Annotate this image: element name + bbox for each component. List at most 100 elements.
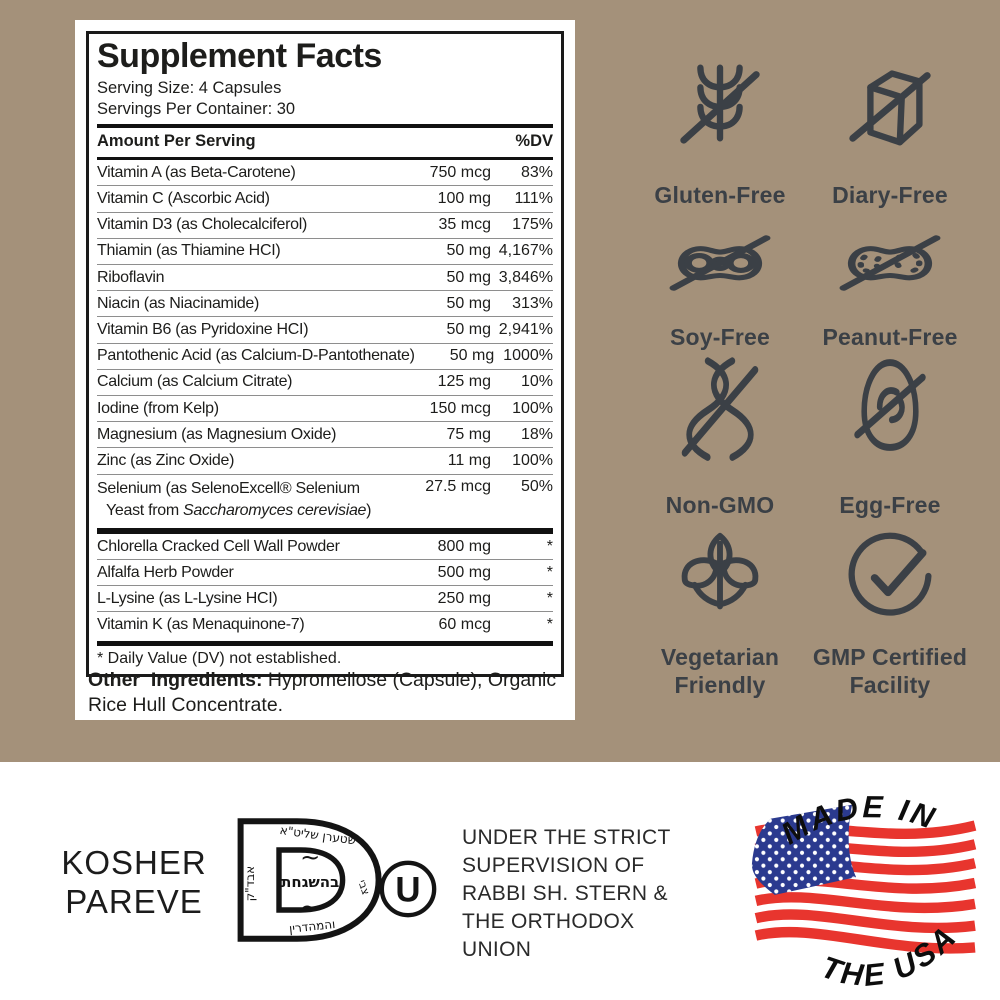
nutrients-rows: Vitamin A (as Beta-Carotene) 750 mcg 83% Vi…: [97, 160, 553, 473]
cell-amount: 150 mcg: [429, 399, 491, 417]
cell-dv: 2,941%: [498, 321, 553, 338]
milk-carton-slash-icon: [849, 70, 931, 146]
badge-label: Non-GMO: [665, 492, 775, 519]
table-row: Zinc (as Zinc Oxide) 11 mg 100%: [97, 447, 553, 473]
table-row: Vitamin D3 (as Cholecalciferol) 35 mcg 175…: [97, 211, 553, 238]
cell-dv: *: [546, 616, 553, 634]
table-row: Pantothenic Acid (as Calcium-D-Pantothen…: [97, 342, 553, 369]
label-tan-background: Supplement Facts Serving Size: 4 Capsule…: [0, 0, 1000, 762]
divider-thick: [97, 640, 553, 646]
dv-footnote: * Daily Value (DV) not established.: [97, 649, 342, 667]
divider-thick: [97, 157, 553, 161]
table-header: Amount Per Serving %DV: [97, 128, 553, 154]
cell-name: L-Lysine (as L-Lysine HCI): [97, 589, 278, 607]
cell-name: Selenium (as SelenoExcell® Selenium Yeas…: [97, 478, 407, 521]
table-row: Vitamin C (Ascorbic Acid) 100 mg 111%: [97, 185, 553, 211]
cell-name: Alfalfa Herb Powder: [97, 563, 234, 581]
botanicals-rows: Chlorella Cracked Cell Wall Powder 800 mg…: [97, 534, 553, 638]
table-row: Vitamin K (as Menaquinone-7) 60 mcg *: [97, 611, 553, 637]
table-row: L-Lysine (as L-Lysine HCI) 250 mg *: [97, 585, 553, 611]
cell-amount: 60 mcg: [438, 616, 491, 634]
cell-name: Vitamin A (as Beta-Carotene): [97, 163, 296, 181]
servings-per-container: Servings Per Container: 30: [97, 99, 296, 118]
supplement-facts-table: Supplement Facts Serving Size: 4 Capsule…: [86, 31, 564, 677]
badge-label: Vegetarian Friendly: [660, 643, 780, 699]
selenium-line2-prefix: Yeast from: [106, 501, 184, 519]
supervision-line: SUPERVISION OF: [462, 853, 645, 877]
table-row: Chlorella Cracked Cell Wall Powder 800 mg…: [97, 534, 553, 559]
cell-amount: 50 mg: [446, 294, 491, 312]
check-circle-icon: [848, 532, 932, 616]
badge-label: Soy-Free: [669, 324, 771, 351]
orthodox-union-symbol: U: [379, 860, 437, 918]
cell-dv: 111%: [514, 190, 553, 208]
facts-title: Supplement Facts: [97, 37, 382, 75]
badge-label: GMP Certified Facility: [812, 643, 968, 699]
cell-amount: 100 mg: [437, 190, 491, 208]
header-amount: Amount Per Serving: [97, 132, 256, 151]
cell-dv: *: [546, 537, 553, 555]
badge-peanut-free: Peanut-Free: [800, 224, 980, 352]
other-ingredients-label: Other Ingredients:: [88, 669, 263, 691]
kosher-d-center-text: בהשגחת: [281, 873, 339, 891]
cell-dv: 100%: [512, 399, 553, 417]
cell-name: Vitamin B6 (as Pyridoxine HCI): [97, 321, 309, 338]
cell-amount: 50 mg: [446, 268, 491, 286]
supervision-line: UNION: [462, 937, 532, 961]
badge-gluten-free: Gluten-Free: [630, 52, 810, 210]
cell-dv: 10%: [520, 373, 553, 391]
tilde-top: ~: [300, 844, 320, 872]
kosher-pareve-text: KOSHER PAREVE: [48, 844, 220, 922]
table-row: Niacin (as Niacinamide) 50 mg 313%: [97, 290, 553, 316]
kosher-d-rim-right-text: צבי: [355, 878, 372, 896]
badge-non-gmo: Non-GMO: [630, 352, 810, 520]
cell-dv: *: [546, 589, 553, 607]
cell-amount: 500 mg: [437, 563, 491, 581]
cell-name: Calcium (as Calcium Citrate): [97, 373, 293, 391]
cell-amount: 35 mcg: [438, 216, 491, 234]
cell-name: Iodine (from Kelp): [97, 399, 219, 417]
cell-amount: 11 mg: [447, 451, 491, 469]
cell-name: Vitamin K (as Menaquinone-7): [97, 616, 305, 634]
peanut-slash-icon: [839, 235, 941, 291]
cell-amount: 800 mg: [437, 537, 491, 555]
divider-thick: [97, 527, 553, 534]
badge-label: Peanut-Free: [822, 324, 958, 351]
cell-dv: 18%: [520, 425, 553, 443]
cell-amount: 750 mcg: [429, 163, 491, 181]
selenium-line2-suffix: ): [366, 501, 372, 519]
cell-name: Niacin (as Niacinamide): [97, 294, 260, 312]
supervision-statement: UNDER THE STRICT SUPERVISION OF RABBI SH…: [462, 824, 717, 964]
badge-vegetarian-friendly: Vegetarian Friendly: [630, 528, 810, 700]
supplement-facts-panel: Supplement Facts Serving Size: 4 Capsule…: [75, 20, 575, 720]
badge-dairy-free: Diary-Free: [800, 52, 980, 210]
cell-dv: 175%: [512, 216, 553, 234]
pareve-line: PAREVE: [65, 882, 203, 920]
cell-dv: 100%: [512, 451, 553, 469]
selenium-line1: Selenium (as SelenoExcell® Selenium: [97, 480, 360, 498]
badge-soy-free: Soy-Free: [630, 224, 810, 352]
table-row: Riboflavin 50 mg 3,846%: [97, 264, 553, 290]
ou-letter: U: [395, 871, 420, 910]
badge-egg-free: Egg-Free: [800, 352, 980, 520]
cell-amount: 50 mg: [446, 321, 491, 338]
cell-name: Zinc (as Zinc Oxide): [97, 451, 235, 469]
cell-dv: 1000%: [503, 347, 553, 365]
tilde-bottom: ~: [300, 893, 320, 921]
dna-slash-icon: [681, 357, 759, 461]
kosher-line: KOSHER: [61, 844, 207, 881]
divider-thick: [97, 124, 553, 129]
table-row: Calcium (as Calcium Citrate) 125 mg 10%: [97, 368, 553, 395]
other-ingredients-text: Hypromellose (Capsule), Organic Rice Hul…: [88, 669, 557, 717]
cell-amount: 250 mg: [437, 589, 491, 607]
cell-dv: 50%: [520, 478, 553, 496]
table-row: Magnesium (as Magnesium Oxide) 75 mg 18%: [97, 421, 553, 447]
other-ingredients: Other Ingredients: Hypromellose (Capsule…: [88, 668, 562, 719]
supervision-line: UNDER THE STRICT: [462, 826, 671, 849]
table-row: Alfalfa Herb Powder 500 mg *: [97, 559, 553, 585]
table-row: Thiamin (as Thiamine HCI) 50 mg 4,167%: [97, 237, 553, 264]
kosher-d-certification-seal: ~ בהשגחת ~ שטערן שליט"א אבד"ק והמהדרין צ…: [237, 818, 382, 942]
table-row: Selenium (as SelenoExcell® Selenium Yeas…: [97, 473, 553, 525]
cell-name: Vitamin D3 (as Cholecalciferol): [97, 216, 308, 234]
cell-name: Vitamin C (Ascorbic Acid): [97, 190, 270, 208]
